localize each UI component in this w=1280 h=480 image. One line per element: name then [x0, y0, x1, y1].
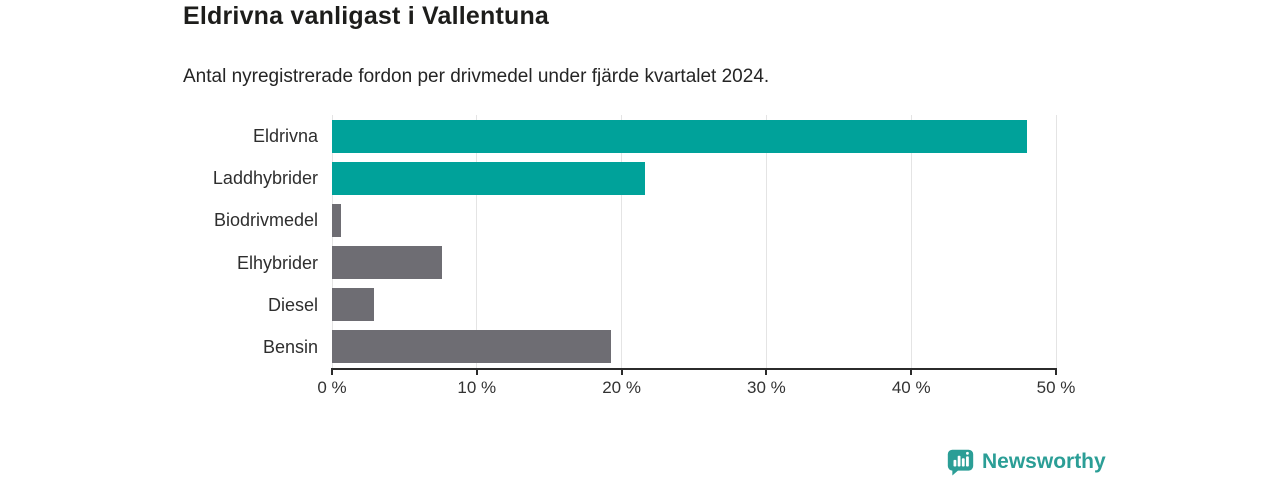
- plot-area: 0 % 10 % 20 % 30 % 40 % 50 %: [317, 115, 1075, 397]
- category-label-biodrivmedel: Biodrivmedel: [213, 210, 318, 231]
- category-label-bensin: Bensin: [262, 336, 318, 357]
- gridline-0: [331, 115, 333, 368]
- bar-biodrivmedel: [332, 203, 341, 237]
- x-tick-0: [331, 368, 333, 375]
- x-tick-10: [475, 368, 478, 375]
- gridline-30: [765, 115, 767, 368]
- bar-bensin: [332, 330, 612, 364]
- bar-laddhybrider: [332, 161, 645, 195]
- gridline-20: [621, 115, 623, 368]
- category-label-elhybrider: Elhybrider: [236, 252, 318, 273]
- chart-title: Eldrivna vanligast i Vallentuna: [183, 2, 550, 30]
- newsworthy-logo: Newsworthy: [946, 447, 1106, 476]
- gridline-40: [910, 115, 912, 368]
- x-tick-label-20: 20 %: [602, 378, 641, 397]
- gridline-10: [476, 115, 478, 368]
- x-tick-20: [620, 368, 623, 375]
- newsworthy-wordmark: Newsworthy: [982, 449, 1106, 473]
- category-label-diesel: Diesel: [267, 294, 318, 315]
- gridline-50: [1055, 115, 1057, 368]
- bar-eldrivna: [332, 119, 1028, 153]
- x-tick-label-40: 40 %: [891, 378, 931, 397]
- category-label-eldrivna: Eldrivna: [252, 126, 318, 146]
- x-tick-label-30: 30 %: [747, 378, 786, 397]
- x-tick-label-50: 50 %: [1036, 378, 1076, 397]
- bar-elhybrider: [332, 246, 443, 280]
- bar-diesel: [332, 288, 374, 322]
- chart-subtitle: Antal nyregistrerade fordon per drivmede…: [183, 66, 770, 87]
- x-tick-label-0: 0 %: [317, 378, 347, 397]
- x-tick-30: [765, 368, 768, 375]
- x-tick-40: [910, 368, 913, 375]
- newsworthy-icon: [946, 447, 975, 476]
- x-tick-50: [1055, 368, 1057, 375]
- category-label-laddhybrider: Laddhybrider: [212, 168, 318, 189]
- x-tick-label-10: 10 %: [457, 378, 497, 397]
